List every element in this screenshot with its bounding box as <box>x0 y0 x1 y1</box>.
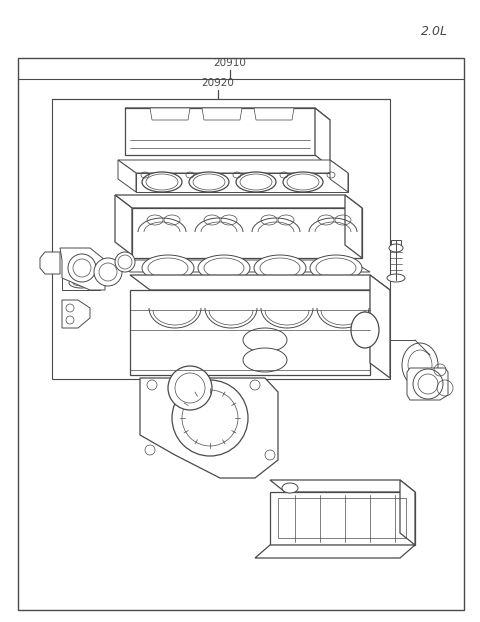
Ellipse shape <box>254 255 306 281</box>
Polygon shape <box>62 268 100 290</box>
Polygon shape <box>130 275 390 290</box>
Polygon shape <box>254 108 294 120</box>
Ellipse shape <box>351 312 379 348</box>
Polygon shape <box>400 480 415 545</box>
Ellipse shape <box>69 269 93 279</box>
Ellipse shape <box>172 380 248 456</box>
Ellipse shape <box>94 258 122 286</box>
Polygon shape <box>118 160 136 192</box>
Polygon shape <box>315 108 330 167</box>
Bar <box>278 498 406 538</box>
Polygon shape <box>125 108 315 155</box>
Polygon shape <box>110 260 370 272</box>
Polygon shape <box>115 195 362 208</box>
Polygon shape <box>270 492 415 545</box>
Ellipse shape <box>189 172 229 192</box>
Polygon shape <box>270 480 415 492</box>
Ellipse shape <box>168 366 212 410</box>
Polygon shape <box>132 208 362 258</box>
Polygon shape <box>150 108 190 120</box>
Ellipse shape <box>283 172 323 192</box>
Text: 20920: 20920 <box>202 78 234 88</box>
Polygon shape <box>330 160 348 192</box>
Ellipse shape <box>236 172 276 192</box>
Polygon shape <box>407 368 448 400</box>
Ellipse shape <box>282 483 298 493</box>
Ellipse shape <box>387 274 405 282</box>
Polygon shape <box>125 108 330 120</box>
Polygon shape <box>130 290 370 375</box>
Ellipse shape <box>243 328 287 352</box>
Ellipse shape <box>115 252 135 272</box>
Ellipse shape <box>310 255 362 281</box>
Polygon shape <box>255 545 415 558</box>
Ellipse shape <box>389 244 403 252</box>
Ellipse shape <box>198 255 250 281</box>
Polygon shape <box>391 240 401 245</box>
Polygon shape <box>136 173 348 192</box>
Polygon shape <box>118 160 348 173</box>
Ellipse shape <box>243 348 287 372</box>
Polygon shape <box>202 108 242 120</box>
Polygon shape <box>60 248 105 290</box>
Ellipse shape <box>413 369 443 399</box>
Ellipse shape <box>142 255 194 281</box>
Text: 2.0L: 2.0L <box>421 25 448 38</box>
Polygon shape <box>140 378 278 478</box>
Ellipse shape <box>402 343 438 387</box>
Text: 20910: 20910 <box>214 58 246 68</box>
Ellipse shape <box>142 172 182 192</box>
Polygon shape <box>62 300 90 328</box>
Polygon shape <box>40 252 60 274</box>
Polygon shape <box>115 195 132 255</box>
Polygon shape <box>370 275 390 378</box>
Ellipse shape <box>68 254 96 282</box>
Polygon shape <box>345 195 362 258</box>
Bar <box>52 99 390 379</box>
Bar <box>18 58 464 610</box>
Ellipse shape <box>69 278 93 288</box>
